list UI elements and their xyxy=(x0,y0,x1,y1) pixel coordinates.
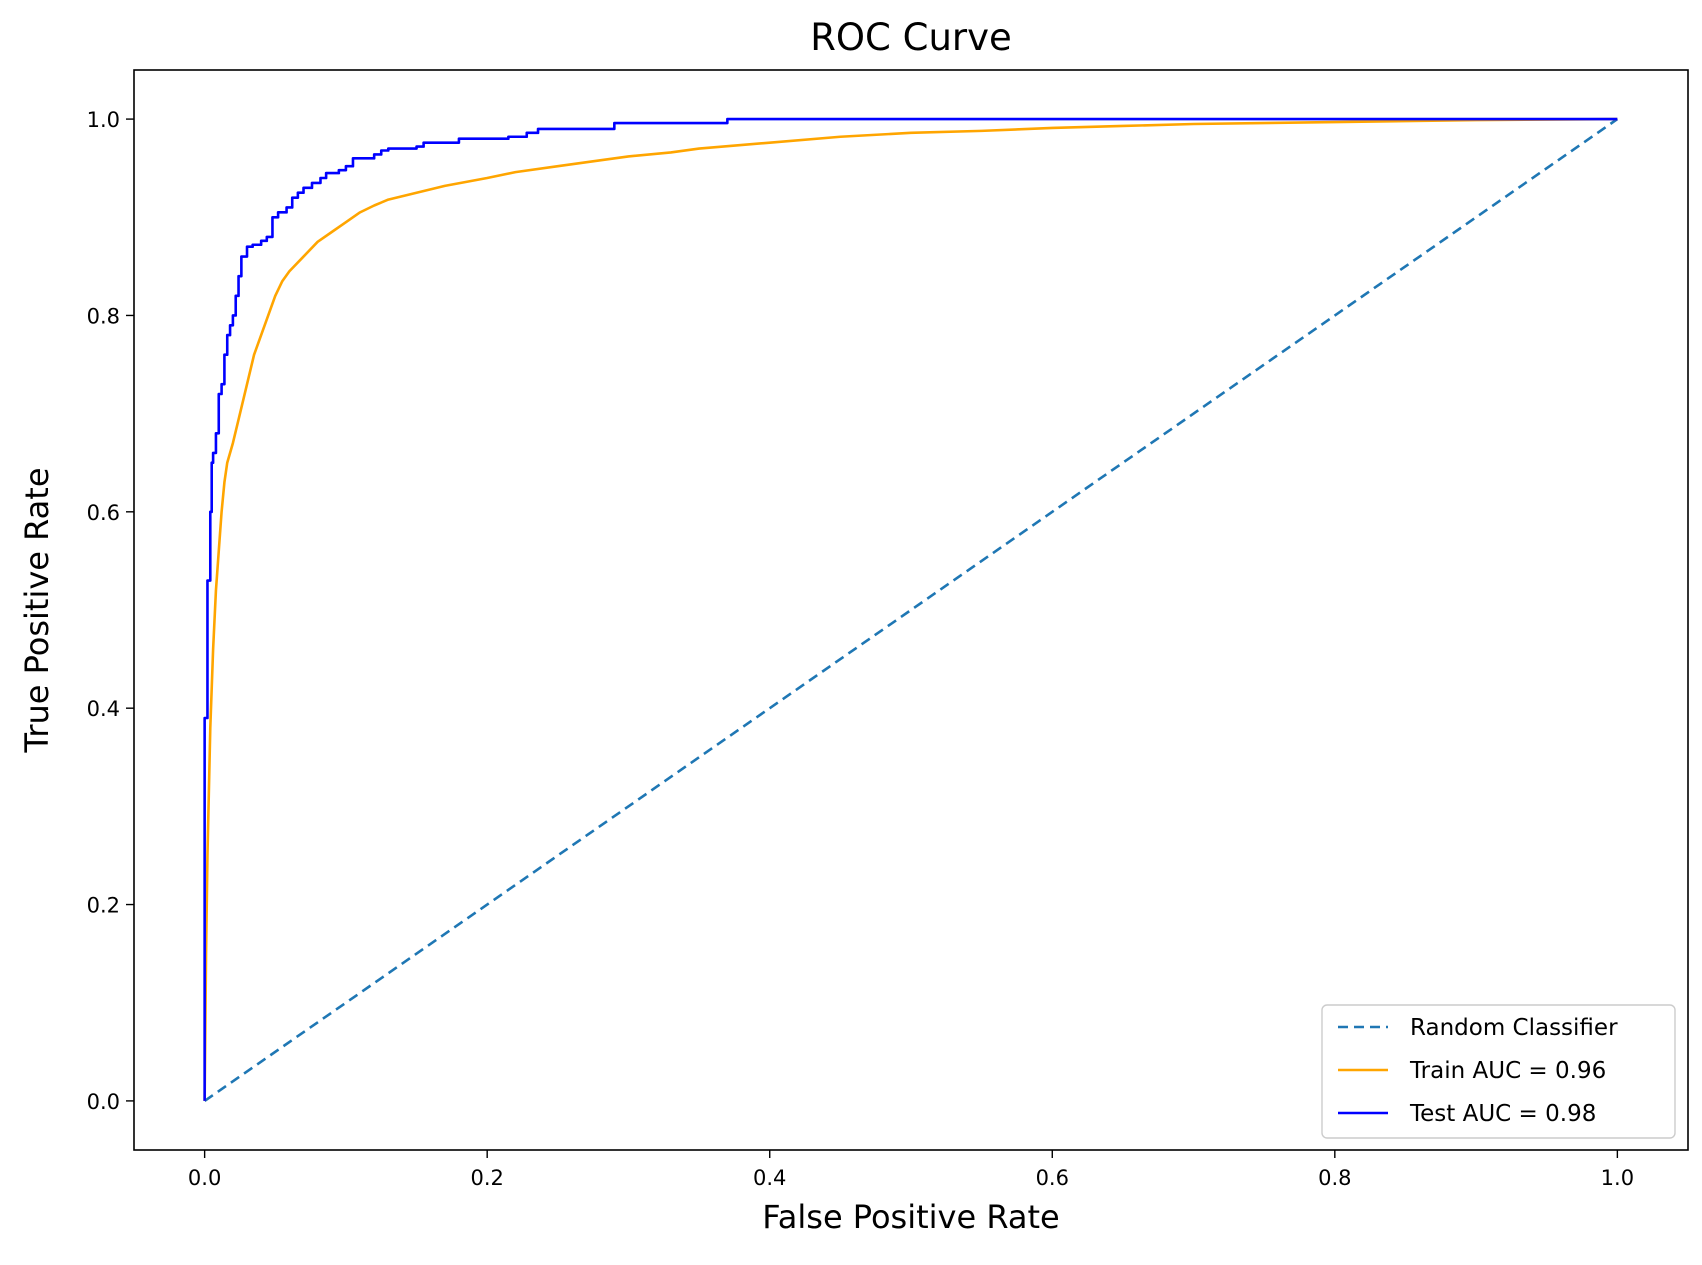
series-line-0 xyxy=(203,118,1619,1102)
x-tick-label: 0.6 xyxy=(1036,1166,1069,1190)
plot-frame xyxy=(133,69,1689,1151)
series-line-1 xyxy=(203,117,1618,1101)
y-axis-label: True Positive Rate xyxy=(18,467,56,753)
chart-title: ROC Curve xyxy=(810,16,1012,59)
y-tick-label: 0.0 xyxy=(87,1090,120,1114)
x-tick-label: 1.0 xyxy=(1601,1166,1634,1190)
series-line-2 xyxy=(203,117,1618,1101)
series-layer xyxy=(203,117,1619,1102)
x-tick-label: 0.8 xyxy=(1318,1166,1351,1190)
legend-entry: Random Classifier xyxy=(1410,1015,1618,1041)
y-tick-label: 0.2 xyxy=(87,894,120,918)
legend-entry: Test AUC = 0.98 xyxy=(1409,1101,1596,1127)
legend: Random Classifier Train AUC = 0.96 Test AU… xyxy=(1321,1004,1676,1139)
tick-layer: 0.0 0.2 0.4 0.6 0.8 1.0 0.0 0.2 0.4 0.6 0.8 1.0 xyxy=(87,108,1634,1190)
y-tick-label: 0.8 xyxy=(87,304,120,328)
x-tick-label: 0.0 xyxy=(188,1166,221,1190)
x-tick-label: 0.2 xyxy=(470,1166,503,1190)
legend-box xyxy=(1321,1004,1676,1139)
y-tick-label: 1.0 xyxy=(87,108,120,132)
y-tick-label: 0.4 xyxy=(87,697,120,721)
x-axis-label: False Positive Rate xyxy=(762,1198,1059,1236)
legend-entry: Train AUC = 0.96 xyxy=(1409,1058,1606,1084)
x-tick-label: 0.4 xyxy=(753,1166,786,1190)
y-tick-label: 0.6 xyxy=(87,501,120,525)
